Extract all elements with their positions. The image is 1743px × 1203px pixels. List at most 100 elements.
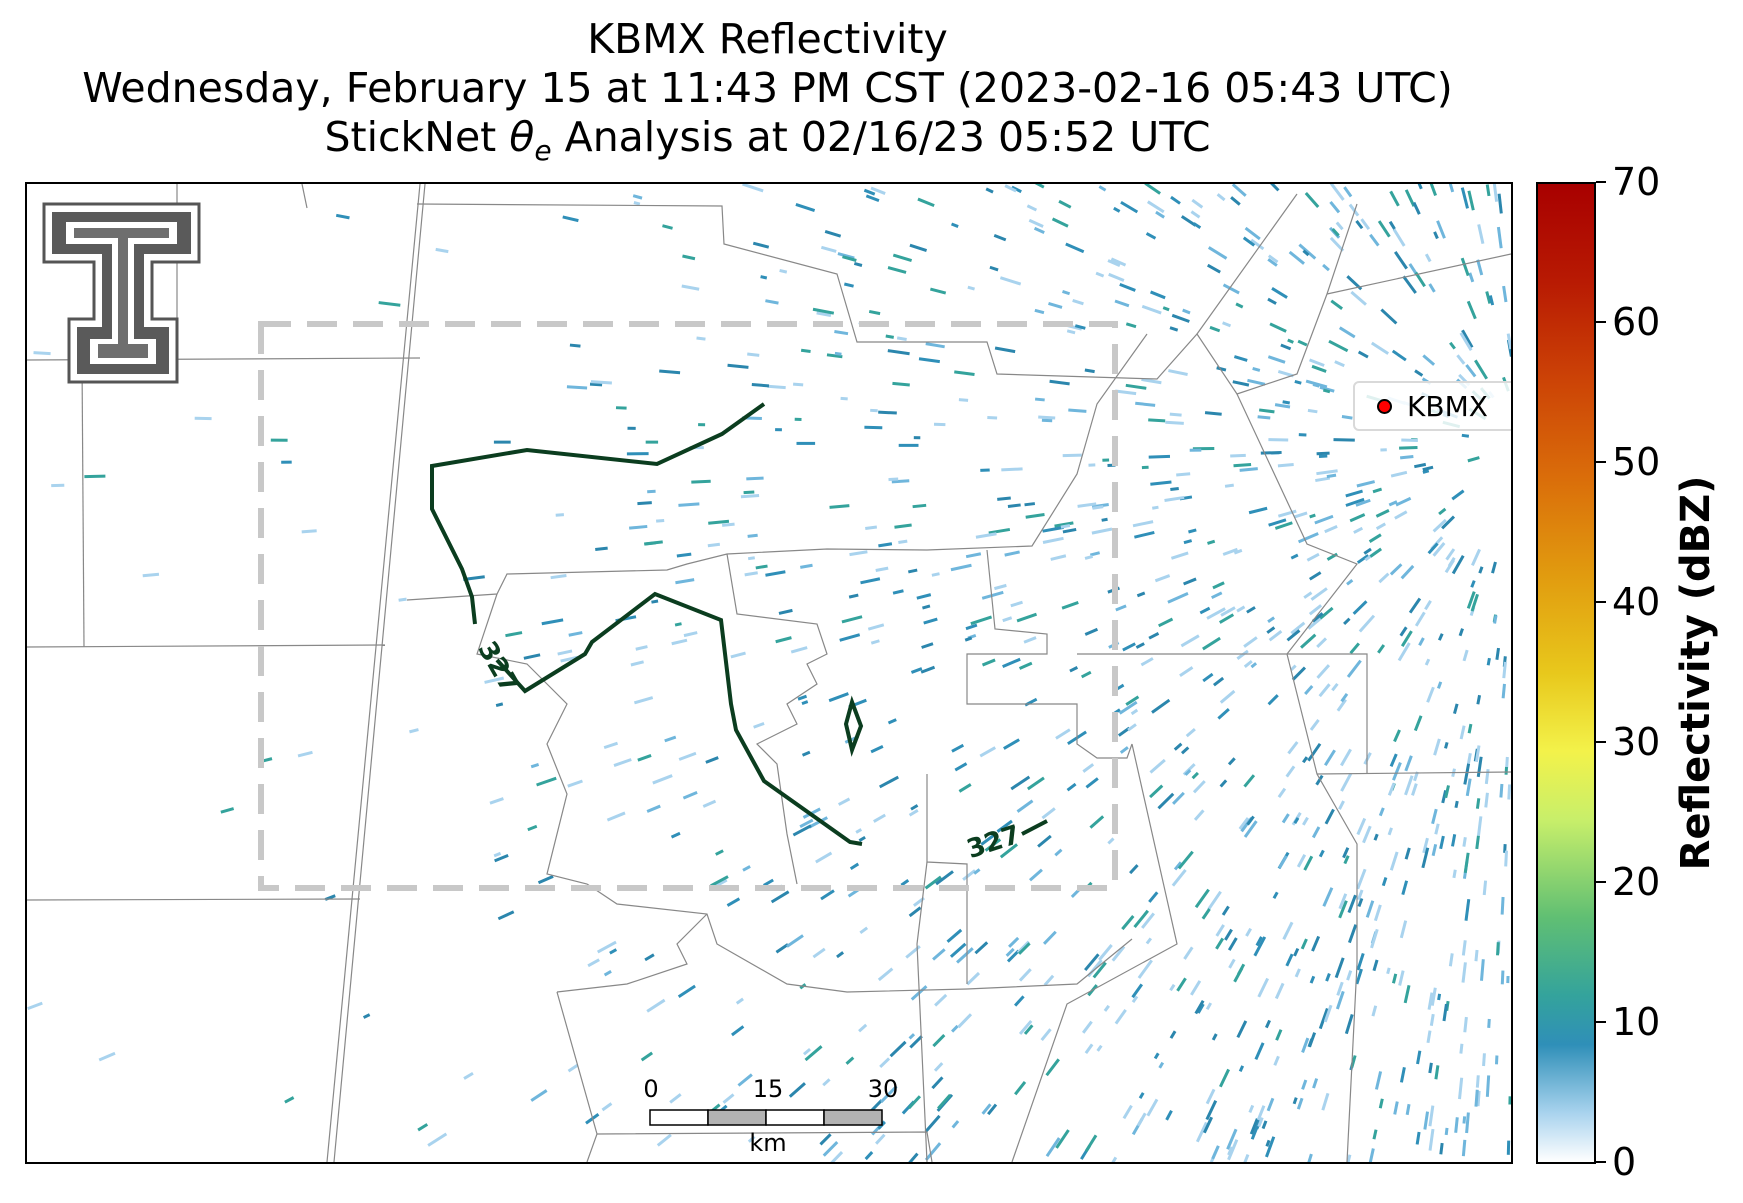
echo-gate xyxy=(1149,758,1166,774)
echo-gate xyxy=(1158,1061,1165,1069)
echo-gate xyxy=(1267,616,1275,624)
echo-gate xyxy=(1467,190,1475,211)
echo-gate xyxy=(762,878,774,887)
echo-gate xyxy=(1499,783,1504,798)
echo-gate xyxy=(1507,784,1511,800)
legend-label: KBMX xyxy=(1407,390,1488,423)
echo-gate xyxy=(747,556,755,561)
echo-gate xyxy=(870,408,878,413)
echo-gate xyxy=(765,299,779,305)
echo-gate xyxy=(1049,379,1070,386)
reflectivity-colorbar xyxy=(1536,182,1596,1164)
echo-gate xyxy=(1171,313,1190,323)
echo-gate xyxy=(751,383,770,388)
echo-gate xyxy=(1432,518,1447,533)
echo-gate xyxy=(1432,542,1446,557)
echo-gate xyxy=(603,741,619,750)
echo-gate xyxy=(1243,774,1256,788)
echo-gate xyxy=(1048,302,1063,309)
echo-gate xyxy=(1427,992,1434,1010)
echo-gate xyxy=(1341,415,1353,420)
echo-gate xyxy=(1466,591,1476,609)
echo-gate xyxy=(913,436,921,440)
echo-gate xyxy=(1179,666,1194,678)
echo-gate xyxy=(859,926,869,935)
echo-gate xyxy=(1308,358,1325,367)
echo-gate xyxy=(1336,981,1344,996)
echo-gate xyxy=(1453,703,1459,715)
echo-gate xyxy=(1452,869,1457,879)
echo-gate xyxy=(841,615,863,624)
echo-gate xyxy=(1445,548,1456,561)
echo-gate xyxy=(1444,742,1449,749)
echo-gate xyxy=(1392,762,1402,781)
echo-gate xyxy=(1165,1109,1173,1121)
echo-gate xyxy=(1051,217,1069,228)
echo-gate xyxy=(1110,257,1127,267)
colorbar-tick-mark xyxy=(1596,601,1606,603)
echo-gate xyxy=(1330,299,1343,310)
echo-gate xyxy=(1164,495,1185,503)
echo-gate xyxy=(435,247,449,254)
echo-gate xyxy=(1356,480,1375,488)
echo-gate xyxy=(1190,210,1201,219)
echo-gate xyxy=(908,1033,916,1040)
echo-gate xyxy=(281,460,292,464)
echo-gate xyxy=(678,751,697,761)
echo-gate xyxy=(1135,642,1145,649)
echo-gate xyxy=(1136,1112,1147,1127)
echo-gate xyxy=(1230,453,1246,458)
echo-gate xyxy=(795,203,816,213)
echo-gate xyxy=(536,776,557,787)
echo-gate xyxy=(1125,383,1147,390)
echo-gate xyxy=(627,426,636,430)
echo-gate xyxy=(362,1013,371,1019)
echo-gate xyxy=(1408,597,1422,614)
echo-gate xyxy=(1082,763,1095,773)
echo-gate xyxy=(1254,1042,1265,1060)
colorbar-tick-mark xyxy=(1596,1021,1606,1023)
echo-gate xyxy=(1485,184,1491,197)
echo-gate xyxy=(1506,333,1511,350)
echo-gate xyxy=(1459,725,1466,740)
echo-gate xyxy=(1188,528,1197,534)
colorbar-tick-label: 50 xyxy=(1612,440,1661,484)
echo-gate xyxy=(1496,226,1503,249)
echo-gate xyxy=(1402,275,1417,294)
echo-gate xyxy=(1280,343,1292,351)
echo-gate xyxy=(1045,1137,1061,1158)
echo-gate xyxy=(1288,250,1305,265)
radar-map[interactable]: 327 327 KBMX 0 15 30 km xyxy=(25,182,1513,1164)
echo-gate xyxy=(1211,591,1223,600)
echo-gate xyxy=(1334,957,1345,979)
echo-gate xyxy=(1324,808,1335,825)
echo-gate xyxy=(1428,283,1436,293)
echo-gate xyxy=(1085,777,1099,789)
echo-gate xyxy=(1141,465,1149,470)
echo-gate xyxy=(1350,290,1367,306)
echo-gate xyxy=(721,522,735,527)
echo-gate xyxy=(1216,193,1226,202)
echo-gate xyxy=(722,1093,735,1104)
echo-gate xyxy=(1034,397,1045,402)
echo-gate xyxy=(1183,577,1197,586)
echo-gate xyxy=(824,230,842,238)
echo-gate xyxy=(1024,502,1036,507)
echo-gate xyxy=(987,415,998,420)
echo-gate xyxy=(1467,723,1473,734)
echo-gate xyxy=(1436,220,1446,239)
echo-gate xyxy=(615,406,627,410)
echo-gate xyxy=(494,853,509,863)
echo-gate xyxy=(1007,503,1021,508)
echo-gate xyxy=(1451,489,1465,501)
echo-gate xyxy=(1458,628,1464,637)
echo-gate xyxy=(1465,364,1477,378)
echo-gate xyxy=(1287,338,1294,344)
echo-gate xyxy=(1005,947,1015,957)
echo-gate xyxy=(999,276,1022,286)
echo-gate xyxy=(1261,1120,1268,1130)
echo-gate xyxy=(1091,527,1113,535)
echo-gate xyxy=(974,941,989,955)
scale-tick-0: 0 xyxy=(643,1075,659,1103)
echo-gate xyxy=(870,186,886,195)
